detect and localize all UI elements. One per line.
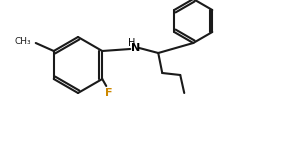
Text: F: F <box>105 88 113 98</box>
Text: N: N <box>131 43 140 53</box>
Text: CH₃: CH₃ <box>14 37 31 47</box>
Text: H: H <box>128 38 135 48</box>
